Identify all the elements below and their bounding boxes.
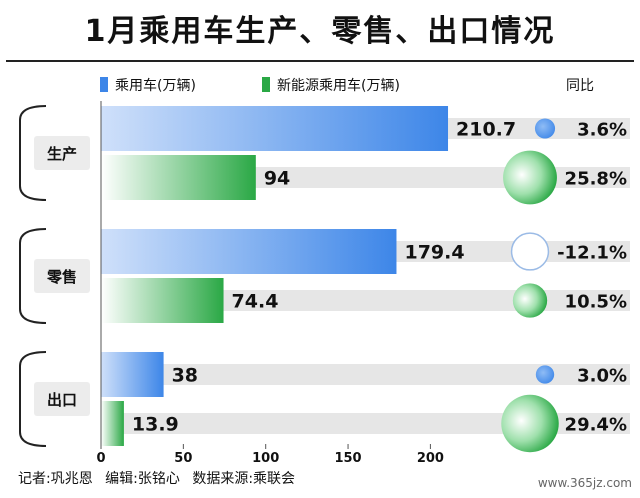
group-label-bg-0	[34, 136, 90, 170]
bar-1-1	[101, 278, 224, 323]
group-label-bg-2	[34, 382, 90, 416]
yoy-circle-2-1	[501, 394, 559, 453]
yoy-label-0-0: 3.6%	[577, 120, 627, 141]
legend-swatch-series-0	[100, 77, 108, 92]
footer-credits: 记者:巩兆恩 编辑:张铭心 数据来源:乘联会	[18, 471, 296, 487]
yoy-circle-1-1	[512, 283, 548, 318]
group-label-2: 出口	[47, 391, 77, 409]
group-bracket-0	[19, 105, 47, 201]
yoy-circle-1-0	[510, 232, 550, 271]
yoy-circle-0-0	[534, 118, 556, 139]
yoy-label-1-1: 10.5%	[565, 292, 627, 313]
legend-swatch-series-1	[262, 77, 270, 92]
x-axis: 0 50 100 150 200	[96, 101, 444, 466]
yoy-header: 同比	[566, 78, 594, 94]
bar-0-0	[101, 106, 449, 151]
group-label-1: 零售	[46, 268, 77, 286]
yoy-markers: 3.6% 25.8% -12.1% 10.5% 3.0% 29.4%	[501, 118, 627, 453]
bar-value-label-0-0: 210.7	[456, 119, 516, 141]
yoy-label-0-1: 25.8%	[565, 169, 627, 190]
bar-2-0	[101, 352, 164, 397]
legend-label-series-0: 乘用车(万辆)	[115, 77, 196, 94]
bar-1-0	[101, 229, 397, 274]
bar-track-2-1	[101, 413, 630, 434]
bar-value-label-0-1: 94	[264, 168, 290, 190]
bar-track-2-0	[101, 364, 630, 385]
watermark: www.365jz.com	[537, 476, 632, 490]
yoy-circle-2-0	[535, 365, 555, 384]
group-bracket-2	[19, 351, 47, 447]
group-label-bg-1	[34, 259, 90, 293]
bar-2-1	[101, 401, 124, 446]
x-tick-label-3: 150	[334, 451, 361, 466]
chart-title: 1月乘用车生产、零售、出口情况	[84, 14, 556, 49]
legend-label-series-1: 新能源乘用车(万辆)	[277, 77, 400, 94]
yoy-label-2-1: 29.4%	[565, 415, 627, 436]
group-bracket-1	[19, 228, 47, 324]
legend: 乘用车(万辆) 新能源乘用车(万辆) 同比	[100, 77, 594, 94]
bar-track-1-1	[101, 290, 630, 311]
bar-0-1	[101, 155, 256, 200]
title-divider	[6, 60, 634, 62]
yoy-label-2-0: 3.0%	[577, 366, 627, 387]
yoy-circle-0-1	[503, 150, 557, 205]
group-label-0: 生产	[47, 145, 77, 163]
bar-value-label-2-1: 13.9	[132, 414, 179, 436]
x-tick-label-0: 0	[96, 451, 105, 466]
bar-value-label-1-0: 179.4	[404, 242, 464, 264]
bar-value-label-1-1: 74.4	[232, 291, 279, 313]
x-tick-label-1: 50	[174, 451, 192, 466]
yoy-label-1-0: -12.1%	[557, 243, 627, 264]
bars: 210.7 94 179.4 74.4 38 13.9	[101, 106, 516, 446]
x-tick-label-4: 200	[417, 451, 444, 466]
bar-value-label-2-0: 38	[172, 365, 198, 387]
x-tick-label-2: 100	[252, 451, 279, 466]
